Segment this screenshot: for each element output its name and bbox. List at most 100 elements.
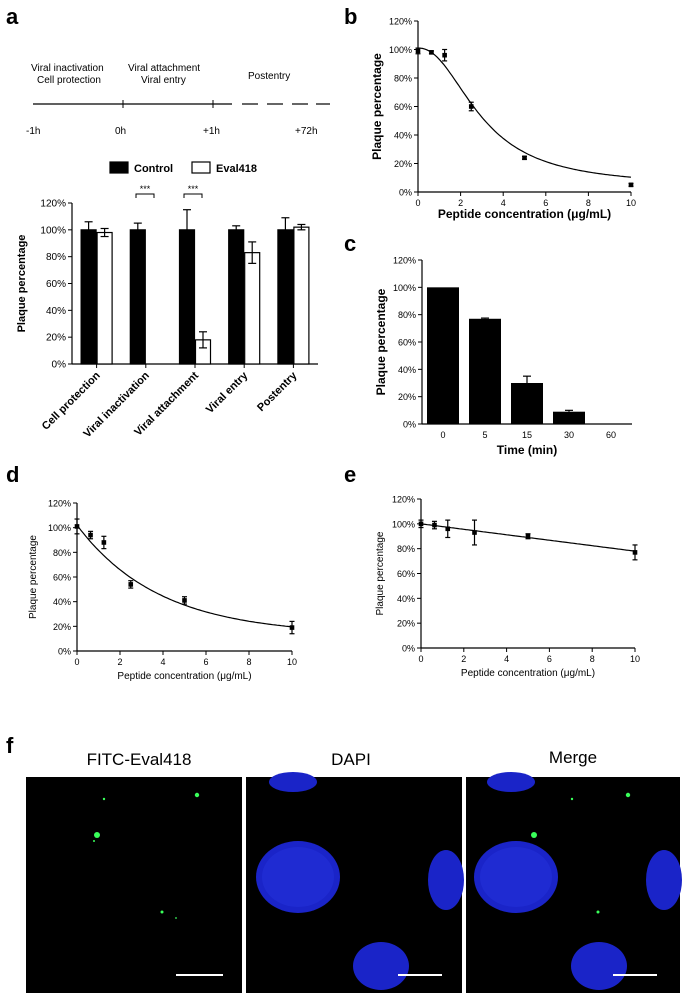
y-tick-label: 60% [53, 573, 71, 583]
x-tick-label: 4 [501, 198, 506, 208]
data-point [289, 625, 295, 630]
data-point [429, 50, 434, 55]
y-tick-label: 60% [398, 338, 416, 348]
x-tick-label: 10 [626, 198, 636, 208]
data-point [88, 532, 93, 538]
x-tick-label: 5 [482, 430, 487, 440]
y-axis-label: Plaque percentage [375, 531, 386, 615]
x-tick-label: 0 [415, 198, 420, 208]
x-tick-label: 30 [564, 430, 574, 440]
y-tick-label: 120% [389, 17, 412, 27]
data-point [128, 582, 134, 587]
x-tick-label: 8 [590, 654, 595, 664]
bar [553, 411, 585, 424]
bar [511, 383, 543, 424]
y-tick-label: 0% [403, 420, 416, 430]
microscopy-panels: FITC-Eval418 DAPI Merge [26, 748, 682, 993]
x-tick-label: 0 [74, 657, 79, 667]
data-point [628, 182, 634, 188]
x-tick-label: 2 [461, 654, 466, 664]
y-tick-label: 80% [398, 310, 416, 320]
y-tick-label: 80% [394, 74, 412, 84]
y-tick-label: 60% [46, 279, 66, 290]
y-tick-label: 80% [397, 544, 415, 554]
phase-label: Viral inactivation [31, 63, 104, 74]
panel-label-d: d [6, 462, 19, 487]
data-point [525, 533, 531, 539]
y-tick-label: 60% [397, 569, 415, 579]
time-tick-label: 0h [115, 126, 126, 137]
y-tick-label: 100% [40, 225, 66, 236]
time-tick-label: +1h [203, 126, 220, 137]
y-tick-label: 40% [53, 597, 71, 607]
significance-marker: *** [188, 184, 199, 194]
panel-label-c: c [344, 231, 356, 256]
x-tick-label: 4 [160, 657, 165, 667]
y-axis-label: Plaque percentage [28, 535, 39, 619]
data-point [472, 530, 477, 535]
y-tick-label: 0% [399, 188, 412, 198]
y-axis-label: Plaque percentage [374, 288, 388, 395]
x-tick-label: 15 [522, 430, 532, 440]
x-axis-label: Time (min) [497, 443, 557, 457]
x-tick-label: 10 [287, 657, 297, 667]
bar [469, 318, 501, 424]
y-tick-label: 40% [397, 594, 415, 604]
y-tick-label: 80% [46, 252, 66, 263]
bar-eval418 [244, 252, 261, 365]
fit-curve [417, 47, 632, 178]
x-axis-label: Peptide concentration (μg/mL) [438, 207, 611, 221]
panel-label-f: f [6, 733, 14, 758]
phase-label: Viral entry [141, 75, 186, 86]
data-point [74, 524, 80, 529]
x-tick-label: Viral entry [204, 369, 251, 416]
fitc-image [26, 777, 242, 993]
y-tick-label: 120% [40, 199, 66, 210]
y-tick-label: 120% [48, 499, 71, 509]
image-title-merge: Merge [549, 748, 597, 767]
legend-label: Control [134, 163, 173, 175]
panel-label-b: b [344, 4, 357, 29]
data-point [418, 521, 424, 527]
significance-brackets: *** *** [135, 184, 203, 198]
x-tick-label: 4 [504, 654, 509, 664]
y-tick-label: 100% [393, 283, 416, 293]
bar-eval418 [96, 231, 113, 365]
fit-curve [76, 524, 293, 628]
legend-swatch [109, 161, 129, 174]
dapi-image [246, 772, 464, 993]
x-tick-label: 2 [117, 657, 122, 667]
merge-image [466, 772, 682, 993]
phase-label: Postentry [248, 71, 290, 82]
x-tick-label: 6 [203, 657, 208, 667]
y-tick-label: 20% [53, 622, 71, 632]
time-tick-label: +72h [295, 126, 318, 137]
y-tick-label: 80% [53, 548, 71, 558]
x-tick-label: 2 [458, 198, 463, 208]
y-tick-label: 120% [392, 495, 415, 505]
chart-e: 0% 20% 40% 60% 80% 100% 120% Plaque percentage 0… [375, 495, 640, 680]
data-point [522, 155, 527, 161]
x-tick-label: 0 [418, 654, 423, 664]
bar-control [277, 229, 294, 365]
y-tick-label: 0% [58, 647, 71, 657]
data-point [182, 598, 187, 603]
panel-label-a: a [6, 4, 19, 29]
bar-control [228, 229, 245, 365]
experiment-timeline: Viral inactivation Cell protection Viral… [26, 63, 330, 137]
phase-label: Viral attachment [128, 63, 200, 74]
data-point [468, 104, 474, 109]
data-point [442, 52, 447, 58]
data-point [432, 522, 437, 528]
x-tick-label: 6 [543, 198, 548, 208]
legend-swatch [191, 161, 211, 174]
y-tick-label: 0% [402, 644, 415, 654]
y-axis-label: Plaque percentage [16, 235, 28, 333]
time-tick-label: -1h [26, 126, 40, 137]
y-tick-label: 0% [52, 360, 67, 371]
bar-control [129, 229, 146, 365]
x-tick-label: 8 [586, 198, 591, 208]
chart-a: 0% 20% 40% 60% 80% 100% 120% Plaque percentage C… [16, 161, 318, 440]
data-point [415, 48, 421, 54]
x-tick-label: 60 [606, 430, 616, 440]
